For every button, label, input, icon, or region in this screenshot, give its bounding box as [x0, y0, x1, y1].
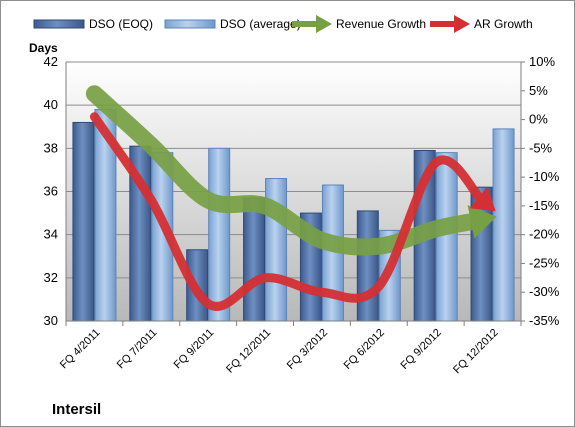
bar-dso-eoq — [72, 121, 95, 322]
y-tick-label: 42 — [44, 54, 58, 69]
legend-dso-average-label: DSO (average) — [220, 17, 301, 31]
y2-tick-label: -25% — [529, 255, 560, 270]
y2-tick-label: -15% — [529, 198, 560, 213]
y-tick-label: 32 — [44, 270, 58, 285]
ar-growth-line — [89, 112, 486, 311]
y-tick-label: 36 — [44, 184, 58, 199]
y2-tick-label: 5% — [529, 83, 548, 98]
bar-dso-eoq — [243, 197, 266, 322]
y2-tick-label: -20% — [529, 227, 560, 242]
bar-dso-average — [492, 128, 515, 322]
y2-tick-label: -5% — [529, 140, 553, 155]
y2-tick-label: -35% — [529, 313, 560, 328]
revenue-growth-arrowhead — [467, 205, 497, 239]
legend-dso-eoq-label: DSO (EOQ) — [89, 17, 153, 31]
bar-dso-eoq — [356, 210, 379, 322]
legend-ar-growth-label: AR Growth — [474, 17, 533, 31]
growth-lines — [85, 85, 497, 311]
revenue-growth-line — [85, 85, 483, 256]
legend-dso-eoq-swatch — [33, 19, 85, 29]
y-tick-label: 38 — [44, 140, 58, 155]
y2-tick-label: 0% — [529, 112, 548, 127]
legend: DSO (EOQ) DSO (average) Revenue Growth AR G… — [33, 15, 533, 33]
legend-revenue-growth-label: Revenue Growth — [336, 17, 426, 31]
y2-tick-label: 10% — [529, 54, 555, 69]
y2-tick-label: -10% — [529, 169, 560, 184]
y-tick-label: 40 — [44, 97, 58, 112]
company-name: Intersil — [52, 401, 101, 418]
legend-ar-growth-arrowhead — [454, 15, 470, 33]
y-tick-label: 30 — [44, 313, 58, 328]
ar-growth-arrowhead — [469, 186, 496, 212]
legend-revenue-growth-arrowhead — [316, 15, 332, 33]
y2-tick-label: -30% — [529, 284, 560, 299]
bar-dso-average — [208, 147, 231, 322]
y-axis-title: Days — [29, 41, 58, 55]
bar-dso-average — [435, 152, 458, 322]
legend-dso-average-swatch — [164, 19, 216, 29]
y-tick-label: 34 — [44, 227, 58, 242]
